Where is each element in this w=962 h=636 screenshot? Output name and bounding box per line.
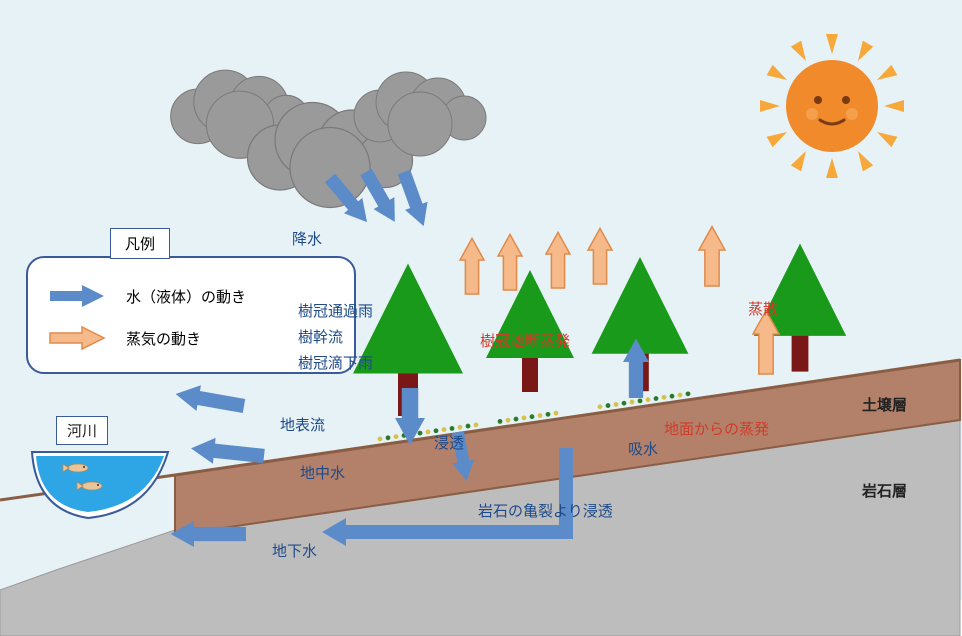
legend-title: 凡例 [110, 228, 170, 259]
label-precip: 降水 [292, 228, 322, 249]
label-surface: 地表流 [280, 414, 325, 435]
label-crack: 岩石の亀裂より浸透 [478, 500, 613, 521]
label-drip: 樹冠滴下雨 [298, 352, 373, 373]
label-infil: 浸透 [434, 432, 464, 453]
legend-row-vapor: 蒸気の動き [126, 328, 201, 349]
label-evap: 地面からの蒸発 [664, 418, 769, 439]
label-uptake: 吸水 [628, 438, 658, 459]
label-subsurf: 地中水 [300, 462, 345, 483]
legend-row-water: 水（液体）の動き [126, 286, 246, 307]
label-stemflow: 樹幹流 [298, 326, 343, 347]
label-throughfall: 樹冠通過雨 [298, 300, 373, 321]
label-ground: 地下水 [272, 540, 317, 561]
label-intercept: 樹冠遮断蒸発 [480, 330, 570, 351]
label-river: 河川 [56, 416, 108, 445]
label-soil_layer: 土壌層 [862, 394, 907, 415]
label-transp: 蒸散 [748, 298, 778, 319]
label-rock_layer: 岩石層 [862, 480, 907, 501]
